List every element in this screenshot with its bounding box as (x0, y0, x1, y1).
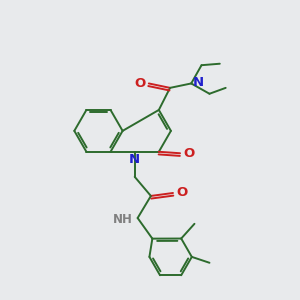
Text: O: O (176, 187, 188, 200)
Text: NH: NH (113, 213, 133, 226)
Text: O: O (134, 77, 145, 90)
Text: N: N (193, 76, 204, 89)
Text: O: O (184, 147, 195, 160)
Text: N: N (128, 153, 140, 166)
